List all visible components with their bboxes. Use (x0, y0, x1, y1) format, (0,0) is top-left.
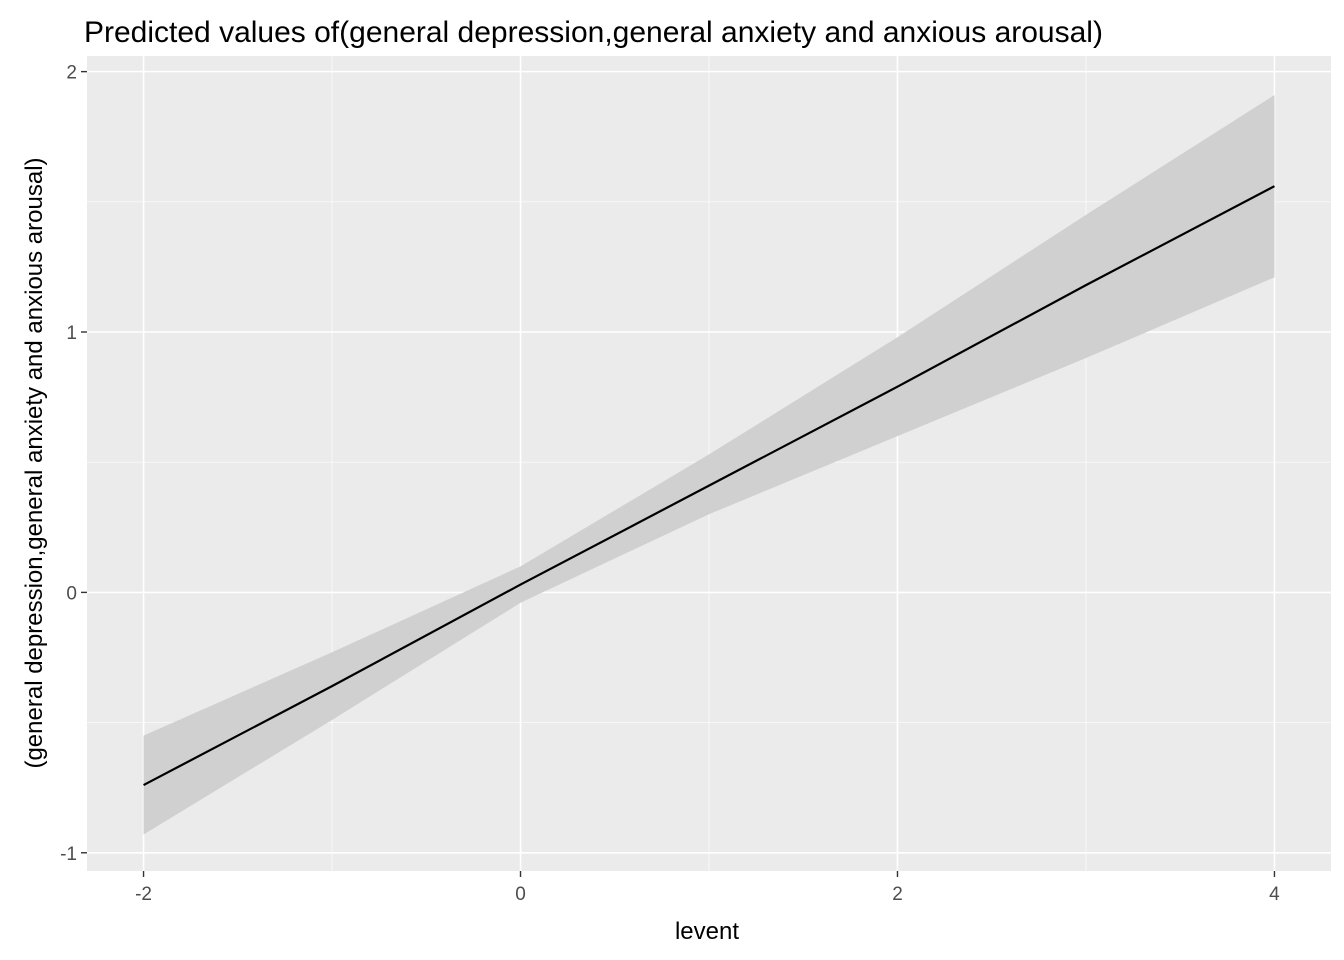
prediction-line-layer (143, 185, 1275, 787)
y-tick-label: 0 (66, 583, 77, 604)
confidence-band (143, 95, 1275, 835)
y-tick-label: -1 (60, 844, 77, 865)
x-tick-label: 0 (515, 884, 526, 905)
x-tick-label: 4 (1269, 884, 1280, 905)
chart-title: Predicted values of(general depression,g… (84, 16, 1103, 49)
x-tick-label: -2 (135, 884, 152, 905)
y-axis-title: (general depression,general anxiety and … (21, 157, 48, 768)
confidence-band-layer (143, 95, 1275, 835)
prediction-line (143, 185, 1275, 787)
x-axis-title: levent (675, 918, 739, 945)
y-axis-ticks: -1 0 1 2 (60, 63, 87, 865)
major-gridlines (87, 56, 1331, 871)
x-tick-label: 2 (892, 884, 903, 905)
y-tick-label: 2 (66, 63, 77, 84)
y-tick-label: 1 (66, 323, 77, 344)
x-axis-ticks: -2 0 2 4 (135, 871, 1280, 905)
